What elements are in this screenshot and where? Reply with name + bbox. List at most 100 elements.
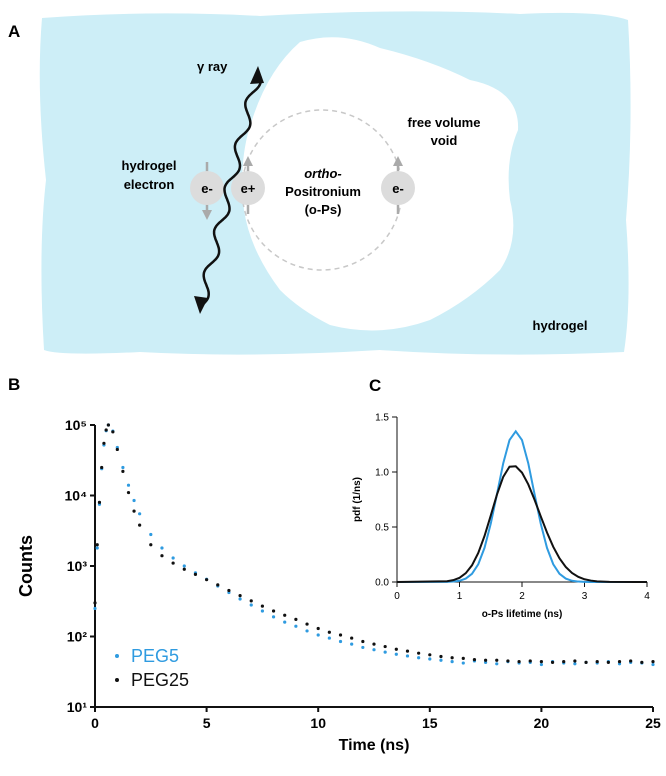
point (126, 483, 131, 487)
point (271, 609, 276, 613)
x-tick-label: 2 (519, 591, 525, 602)
point (361, 639, 365, 644)
x-axis-label: Time (ns) (339, 737, 410, 754)
point (160, 554, 164, 558)
point (528, 659, 532, 663)
point (394, 647, 398, 651)
point (115, 447, 119, 452)
point (651, 660, 655, 664)
point (327, 636, 331, 640)
point (394, 652, 398, 656)
legend-label: PEG25 (131, 670, 189, 690)
point (316, 626, 320, 631)
point (383, 650, 387, 654)
point (361, 645, 365, 650)
y-tick-label: 10⁵ (65, 417, 87, 433)
point (562, 660, 566, 664)
point (539, 662, 544, 667)
x-tick-label: 0 (91, 715, 99, 731)
spin-head (393, 156, 403, 166)
point (138, 512, 142, 516)
x-tick-label: 4 (644, 591, 650, 602)
point (439, 654, 443, 659)
point (132, 498, 136, 503)
particle-label: e+ (241, 181, 256, 196)
x-tick-label: 10 (310, 715, 326, 731)
point (539, 660, 544, 664)
arrow-head (250, 66, 264, 84)
point (383, 644, 387, 649)
point (121, 465, 125, 470)
point (227, 588, 231, 593)
point (405, 654, 410, 658)
point (439, 658, 443, 662)
point (350, 636, 354, 640)
y-axis-label: pdf (1/ns) (352, 477, 363, 522)
point (495, 658, 499, 662)
point (350, 642, 354, 646)
point (316, 633, 320, 637)
y-tick-label: 1.0 (375, 468, 389, 479)
point (450, 660, 454, 664)
point (205, 578, 209, 582)
legend-marker (115, 678, 119, 682)
point (93, 601, 97, 605)
point (584, 660, 588, 664)
y-tick-label: 10⁴ (65, 487, 88, 503)
point (417, 651, 421, 655)
x-tick-label: 20 (534, 715, 550, 731)
y-axis-label: Counts (16, 535, 36, 597)
point (93, 606, 97, 611)
point (495, 662, 499, 666)
point (171, 561, 175, 565)
point (428, 653, 432, 657)
panel-label: B (8, 375, 20, 394)
point (216, 583, 220, 587)
point (132, 509, 136, 513)
point (573, 662, 577, 666)
point (651, 662, 655, 667)
x-tick-label: 5 (203, 715, 211, 731)
particle (381, 171, 415, 205)
point (294, 617, 298, 621)
point (338, 633, 343, 637)
line (396, 429, 647, 583)
point (95, 543, 99, 547)
point (372, 642, 376, 646)
y-tick-label: 1.5 (375, 413, 389, 424)
y-tick-label: 0.5 (375, 523, 389, 534)
label: hydrogel (533, 318, 588, 333)
point (238, 597, 242, 601)
point (97, 500, 102, 504)
panel-a: e-e+ e- A γ ray hydrogel electron ortho- … (8, 11, 631, 355)
point (461, 661, 465, 665)
gamma-ray (200, 76, 263, 307)
y-tick-label: 0.0 (375, 578, 389, 589)
label: Positronium (285, 184, 361, 199)
point (517, 660, 521, 664)
x-tick-label: 0 (394, 591, 400, 602)
y-tick-label: 10¹ (67, 699, 88, 715)
point (305, 629, 309, 633)
x-tick-label: 3 (582, 591, 588, 602)
point (260, 609, 264, 613)
point (484, 658, 488, 662)
panel-label: C (369, 376, 381, 395)
point (617, 660, 622, 664)
point (428, 657, 432, 661)
label: ortho- (304, 166, 342, 181)
point (260, 604, 264, 608)
point (111, 430, 115, 434)
point (95, 546, 99, 550)
point (305, 622, 309, 626)
particle-label: e- (201, 181, 213, 196)
point (182, 567, 186, 571)
point (149, 543, 153, 547)
point (629, 659, 633, 663)
particle-label: e- (392, 181, 404, 196)
spin-head (243, 156, 253, 166)
x-axis-label: o-Ps lifetime (ns) (482, 609, 563, 620)
point (461, 656, 465, 660)
point (506, 659, 510, 663)
